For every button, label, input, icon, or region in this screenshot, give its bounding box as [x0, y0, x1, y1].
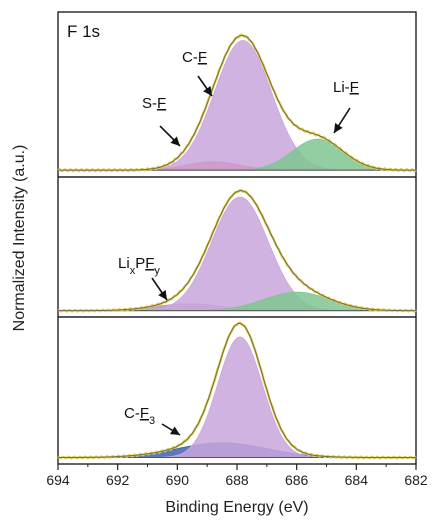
- peak-c-f: [58, 336, 416, 458]
- annotation-label: C-F3: [124, 405, 155, 427]
- annotation-label: Li-F: [333, 79, 359, 96]
- x-tick-label: 688: [225, 472, 249, 488]
- panel-2: LixPFy: [57, 188, 417, 313]
- x-tick-label: 684: [345, 472, 369, 488]
- fit-envelope-line: [58, 34, 416, 171]
- arrow-head: [169, 426, 180, 435]
- x-axis-title: Binding Energy (eV): [165, 499, 308, 516]
- panels: F 1s S-F C-F Li-F LixPFy C-F3: [57, 22, 417, 460]
- annotation-label: S-F: [142, 95, 166, 112]
- peak-c-f: [58, 40, 416, 171]
- x-tick-label: 686: [285, 472, 309, 488]
- x-tick-label: 694: [46, 472, 70, 488]
- peak-c-f: [58, 196, 416, 312]
- fit-envelope-line: [58, 190, 417, 312]
- x-tick-label: 690: [166, 472, 190, 488]
- x-tick-label: 682: [404, 472, 428, 488]
- annotation-label: C-F: [182, 49, 207, 66]
- arrow-head: [170, 136, 180, 146]
- annotation-label: LixPFy: [118, 255, 160, 277]
- panel-1: F 1s S-F C-F Li-F: [57, 22, 417, 173]
- panel-3: C-F3: [57, 321, 417, 460]
- panel-label: F 1s: [67, 22, 100, 41]
- x-tick-label: 692: [106, 472, 130, 488]
- arrow-head: [158, 290, 167, 300]
- y-axis-title: Normalized Intensity (a.u.): [11, 145, 28, 332]
- x-axis: 694 692 690 688 686 684 682: [46, 464, 428, 488]
- arrow-head: [203, 86, 212, 96]
- arrow-head: [334, 122, 343, 133]
- fit-envelope-line: [58, 322, 416, 459]
